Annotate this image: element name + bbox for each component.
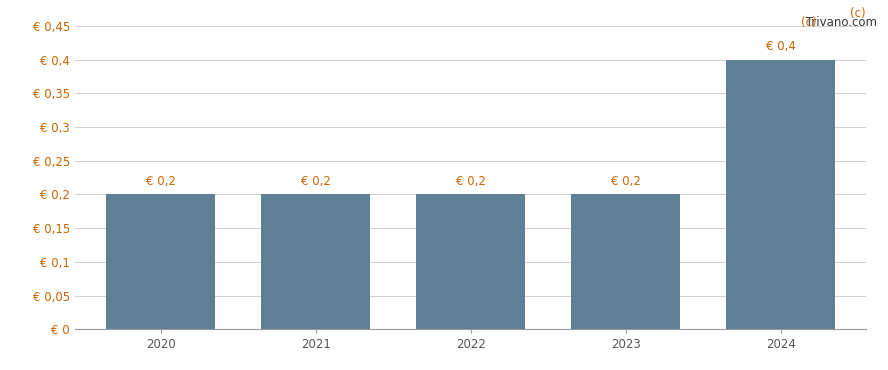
Text: (c): (c) [850,7,866,20]
Bar [726,60,835,329]
Text: € 0,2: € 0,2 [301,175,330,188]
Text: € 0,2: € 0,2 [456,175,486,188]
Bar [571,195,680,329]
Text: € 0,2: € 0,2 [146,175,176,188]
Text: € 0,4: € 0,4 [765,40,796,53]
Bar [261,195,370,329]
Bar [416,195,525,329]
Text: (c) Trivano.com: (c) Trivano.com [787,16,877,28]
Text: (c): (c) [801,16,817,29]
Bar [107,195,215,329]
Text: Trivano.com: Trivano.com [803,16,877,29]
Text: € 0,2: € 0,2 [611,175,640,188]
